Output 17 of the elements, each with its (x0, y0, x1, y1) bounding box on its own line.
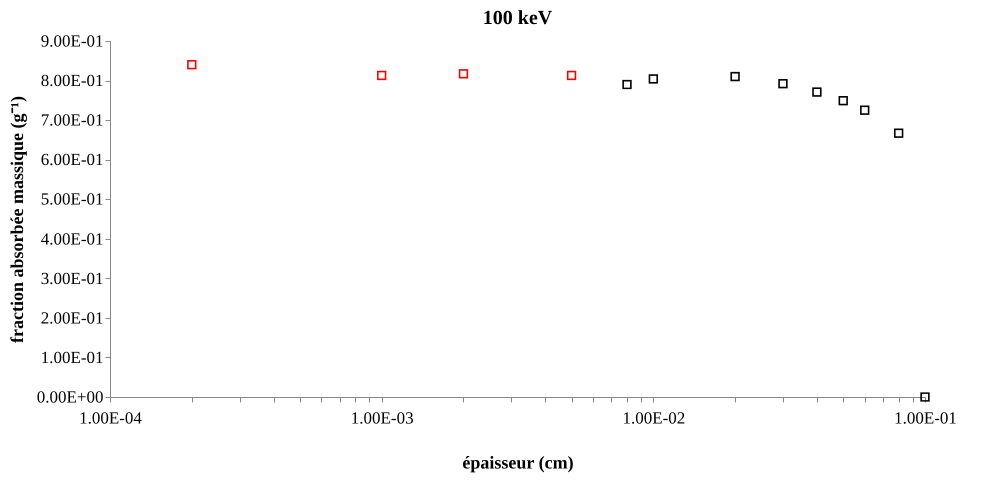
x-tick-label: 1.00E-04 (79, 408, 142, 428)
chart-title: 100 keV (482, 7, 553, 29)
y-tick-label: 9.00E-01 (40, 32, 104, 50)
y-tick-label: 7.00E-01 (40, 110, 104, 130)
y-tick-label: 6.00E-01 (40, 150, 104, 170)
x-tick-label: 1.00E-02 (622, 408, 686, 428)
y-axis-title: fraction absorbée massique (g⁻¹) (6, 96, 27, 343)
y-tick-label: 2.00E-01 (40, 308, 104, 328)
y-tick-label: 1.00E-01 (40, 348, 104, 367)
y-tick-label: 5.00E-01 (40, 190, 104, 209)
x-axis-title: épaisseur (cm) (462, 452, 574, 472)
y-tick-label: 0.00E+00 (36, 388, 104, 406)
x-tick-label: 1.00E-01 (894, 408, 957, 428)
x-tick-label: 1.00E-03 (350, 408, 414, 428)
y-tick-label: 8.00E-01 (40, 71, 104, 90)
y-tick-label: 4.00E-01 (40, 229, 104, 248)
y-tick-label: 3.00E-01 (40, 268, 104, 288)
